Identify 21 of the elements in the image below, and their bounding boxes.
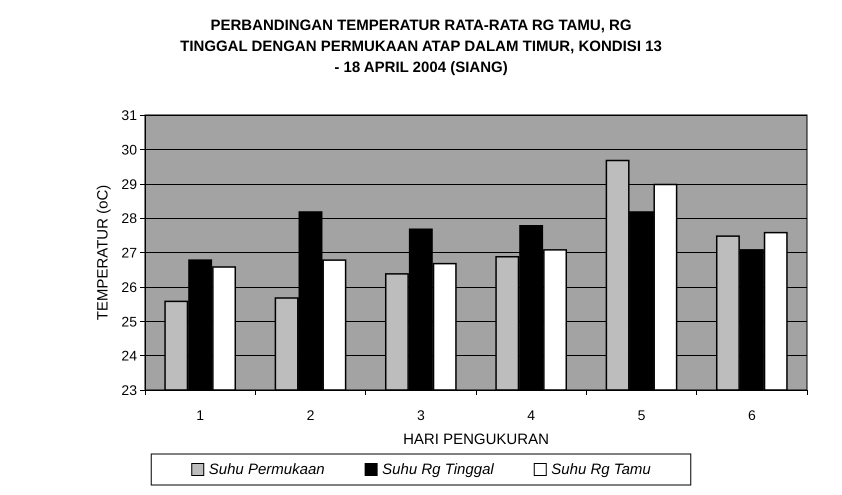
chart-title: PERBANDINGAN TEMPERATUR RATA-RATA RG TAMU, RG TINGGAL DENGAN PERMUKAAN ATAP DALAM TIMUR, KONDISI 13 - 18 APRIL 2004 (SIANG): [180, 17, 662, 76]
y-tick-label: 24: [121, 348, 138, 364]
x-axis-title: HARI PENGUKURAN: [403, 431, 549, 448]
legend-label: Suhu Rg Tamu: [551, 461, 652, 478]
y-tick-label: 31: [121, 107, 138, 123]
x-tick-label: 1: [196, 407, 204, 423]
x-tick-label: 3: [416, 407, 425, 423]
y-tick-label: 23: [121, 382, 138, 398]
y-tick-label: 28: [121, 210, 138, 226]
y-tick-label: 27: [121, 244, 138, 260]
y-tick-label: 30: [121, 141, 138, 158]
x-tick-label: 4: [527, 407, 536, 423]
x-tick-label: 2: [306, 407, 315, 423]
y-axis-title: TEMPERATUR (oC): [94, 184, 112, 320]
legend-label: Suhu Permukaan: [208, 461, 325, 478]
y-tick-label: 26: [121, 278, 138, 295]
x-tick-label: 5: [638, 407, 646, 423]
y-tick-label: 25: [121, 313, 138, 330]
legend-label: Suhu Rg Tinggal: [382, 461, 494, 478]
x-tick-label: 6: [748, 407, 756, 423]
y-tick-label: 29: [121, 176, 138, 192]
